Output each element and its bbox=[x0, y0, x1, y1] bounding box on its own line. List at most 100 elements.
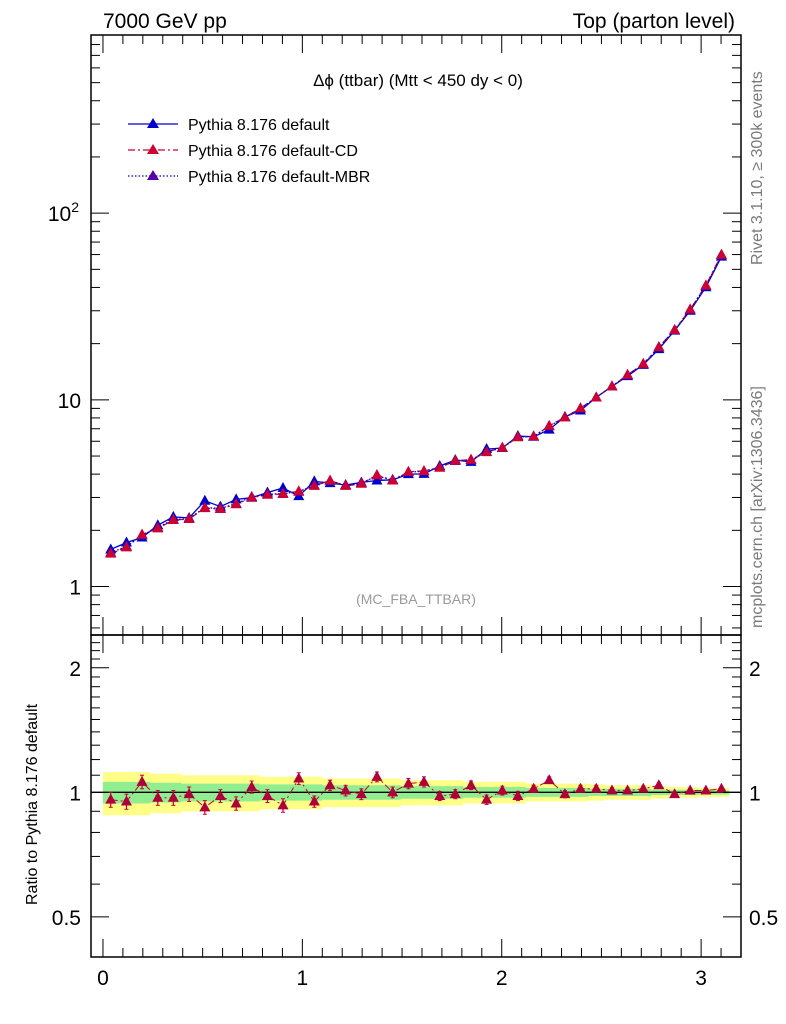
ratio-marker bbox=[324, 779, 336, 790]
ratio-marker bbox=[199, 801, 211, 812]
legend-entry-cd: Pythia 8.176 default-CD bbox=[128, 143, 358, 160]
ratio-marker bbox=[559, 788, 571, 799]
series-marker-1 bbox=[340, 479, 352, 490]
series-marker-1 bbox=[418, 464, 430, 475]
series-marker-1 bbox=[481, 446, 493, 457]
ratio-marker bbox=[434, 789, 446, 800]
x-tick-label: 1 bbox=[297, 967, 309, 990]
series-marker-1 bbox=[606, 380, 618, 391]
y-tick-label: 10 bbox=[58, 390, 81, 413]
ratio-marker bbox=[684, 784, 696, 795]
ratio-marker bbox=[167, 791, 179, 802]
ratio-marker bbox=[574, 782, 586, 793]
ratio-marker bbox=[105, 793, 117, 804]
series-marker-1 bbox=[230, 498, 242, 509]
ratio-panel: 0 1 2 3 0.5 0.5 1 1 2 2 bbox=[52, 634, 778, 990]
x-tick-label: 0 bbox=[97, 967, 109, 990]
x-tick-label: 3 bbox=[695, 967, 707, 990]
series-marker-1 bbox=[183, 512, 195, 523]
series-marker-1 bbox=[715, 248, 727, 259]
series-marker-1 bbox=[528, 430, 540, 441]
series-marker-1 bbox=[512, 431, 524, 442]
ratio-marker bbox=[715, 782, 727, 793]
ratio-marker bbox=[214, 789, 226, 800]
legend-label-default: Pythia 8.176 default bbox=[188, 117, 330, 134]
series-marker-1 bbox=[637, 357, 649, 368]
ratio-marker bbox=[637, 782, 649, 793]
ratio-marker bbox=[293, 772, 305, 783]
legend-marker-default bbox=[147, 118, 159, 128]
series-marker-1 bbox=[199, 502, 211, 513]
series-marker-1 bbox=[387, 474, 399, 485]
series-marker-1 bbox=[152, 522, 164, 533]
series-marker-1 bbox=[449, 454, 461, 465]
ratio-y-tick-label-right: 0.5 bbox=[749, 907, 778, 930]
series-line-1 bbox=[110, 254, 723, 555]
series-marker-0 bbox=[277, 482, 289, 493]
series-marker-1 bbox=[105, 547, 117, 558]
ratio-marker bbox=[449, 788, 461, 799]
ratio-marker bbox=[528, 782, 540, 793]
series-marker-1 bbox=[246, 491, 258, 502]
legend-label-mbr: Pythia 8.176 default-MBR bbox=[188, 169, 370, 186]
x-tick-label: 2 bbox=[496, 967, 508, 990]
header-right: Top (parton level) bbox=[573, 10, 735, 33]
series-marker-1 bbox=[261, 488, 273, 499]
ratio-marker bbox=[277, 799, 289, 810]
ratio-marker bbox=[183, 788, 195, 799]
ratio-marker bbox=[669, 788, 681, 799]
mcplots-label: mcplots.cern.ch [arXiv:1306.3436] bbox=[749, 386, 766, 628]
ratio-y-tick-label: 0.5 bbox=[52, 907, 81, 930]
series-marker-1 bbox=[496, 441, 508, 452]
series-marker-1 bbox=[434, 461, 446, 472]
ratio-frame bbox=[90, 634, 742, 958]
ratio-marker bbox=[355, 788, 367, 799]
series-marker-1 bbox=[355, 477, 367, 488]
series-line-0 bbox=[110, 256, 723, 550]
ratio-y-tick-label-right: 2 bbox=[749, 658, 761, 681]
series-marker-1 bbox=[167, 514, 179, 525]
series-marker-0 bbox=[199, 494, 211, 505]
ratio-y-tick-label: 2 bbox=[69, 658, 81, 681]
rivet-label: Rivet 3.1.10, ≥ 300k events bbox=[749, 71, 766, 265]
series-marker-1 bbox=[559, 411, 571, 422]
ratio-marker bbox=[418, 775, 430, 786]
reference-label: (MC_FBA_TTBAR) bbox=[356, 591, 476, 607]
ratio-marker bbox=[590, 782, 602, 793]
series-marker-1 bbox=[277, 488, 289, 499]
ratio-marker bbox=[246, 781, 258, 792]
ratio-marker bbox=[481, 793, 493, 804]
header-left: 7000 GeV pp bbox=[103, 10, 227, 33]
ratio-marker bbox=[622, 784, 634, 795]
ratio-marker bbox=[387, 786, 399, 797]
plot-title: Δϕ (ttbar) (Mtt < 450 dy < 0) bbox=[313, 71, 523, 90]
series-marker-1 bbox=[543, 419, 555, 430]
ratio-marker bbox=[402, 777, 414, 788]
ratio-marker bbox=[308, 795, 320, 806]
series-marker-1 bbox=[574, 402, 586, 413]
ratio-line-cd bbox=[110, 776, 722, 808]
series-marker-1 bbox=[669, 323, 681, 334]
ratio-marker bbox=[152, 791, 164, 802]
series-marker-1 bbox=[308, 479, 320, 490]
ratio-marker bbox=[261, 789, 273, 800]
series-marker-1 bbox=[324, 474, 336, 485]
ratio-marker bbox=[136, 775, 148, 786]
series-marker-1 bbox=[371, 468, 383, 479]
main-panel: 1 10 102 bbox=[48, 34, 742, 636]
ratio-marker bbox=[700, 784, 712, 795]
series-marker-1 bbox=[590, 391, 602, 402]
ratio-y-tick-label-right: 1 bbox=[749, 782, 761, 805]
legend-marker-cd bbox=[147, 144, 159, 154]
legend-entry-default: Pythia 8.176 default bbox=[128, 117, 330, 134]
series-marker-1 bbox=[120, 541, 132, 552]
ratio-marker bbox=[543, 774, 555, 785]
series-marker-1 bbox=[402, 465, 414, 476]
series-marker-1 bbox=[214, 503, 226, 514]
y-tick-label: 1 bbox=[69, 577, 81, 600]
series-marker-1 bbox=[465, 453, 477, 464]
ratio-ylabel: Ratio to Pythia 8.176 default bbox=[24, 703, 41, 905]
ratio-marker bbox=[496, 784, 508, 795]
series-marker-1 bbox=[293, 485, 305, 496]
